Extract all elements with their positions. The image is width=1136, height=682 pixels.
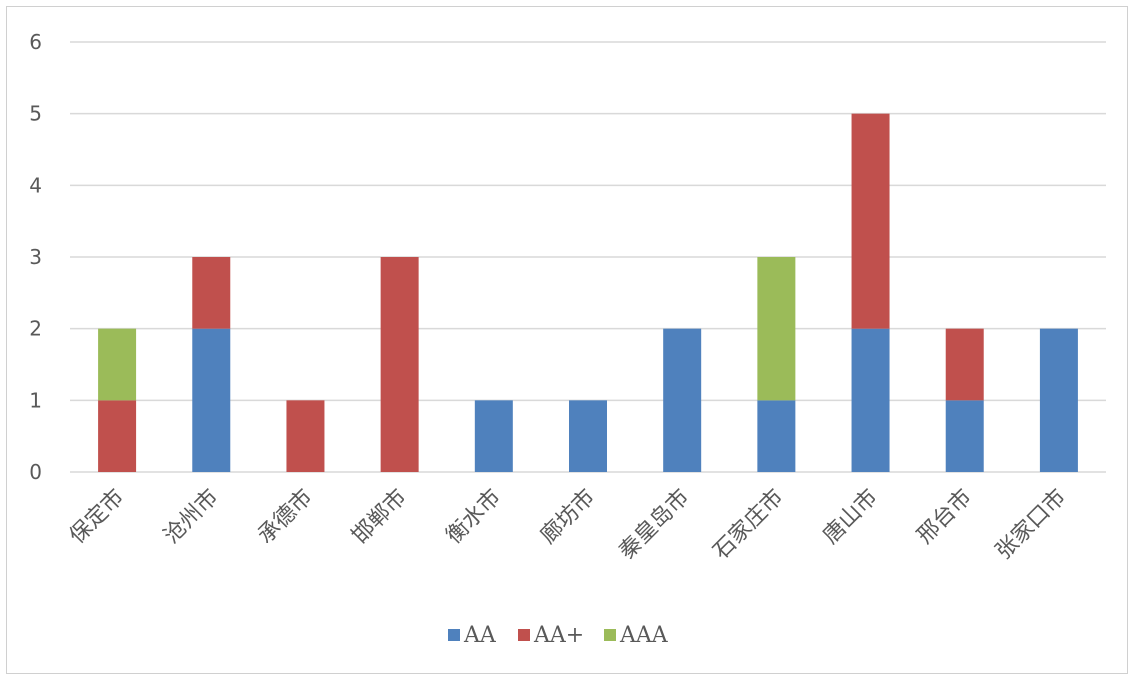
x-category-label: 保定市 [65,485,129,549]
bar-segment [851,328,890,472]
x-category-label: 邢台市 [913,485,977,549]
x-category-label: 沧州市 [159,485,223,549]
bar-segment [474,400,513,472]
x-category-label: 石家庄市 [709,485,789,565]
legend-swatch [448,629,460,641]
bar-segment [192,328,231,472]
y-tick-label: 0 [29,460,42,484]
y-tick-label: 4 [29,173,42,197]
y-tick-label: 3 [29,245,42,269]
bar-segment [663,328,702,472]
x-category-label: 廊坊市 [536,485,600,549]
bar-segment [757,257,796,401]
x-category-label: 邯郸市 [348,485,412,549]
y-tick-label: 1 [29,388,42,412]
bar-segment [945,400,984,472]
legend-swatch [604,629,616,641]
bar-segment [98,400,137,472]
x-category-label: 唐山市 [818,485,882,549]
x-category-label: 衡水市 [442,485,506,549]
legend-label: AA+ [533,623,584,648]
bar-segment [380,257,419,472]
x-category-label: 秦皇岛市 [615,485,695,565]
bar-segment [286,400,325,472]
y-tick-label: 5 [29,102,42,126]
bar-segment [98,328,137,401]
x-category-label: 承德市 [253,485,317,549]
bar-segment [757,400,796,472]
bar-segment [569,400,607,472]
bar-segment [1039,328,1078,472]
legend-label: AA [463,623,497,648]
bar-segment [945,328,984,401]
bar-segment [851,113,890,329]
bar-segment [192,257,231,329]
legend-label: AAA [619,623,669,648]
x-category-label: 张家口市 [991,485,1071,565]
y-tick-label: 6 [29,30,42,54]
y-tick-label: 2 [29,317,42,341]
legend-swatch [518,629,530,641]
